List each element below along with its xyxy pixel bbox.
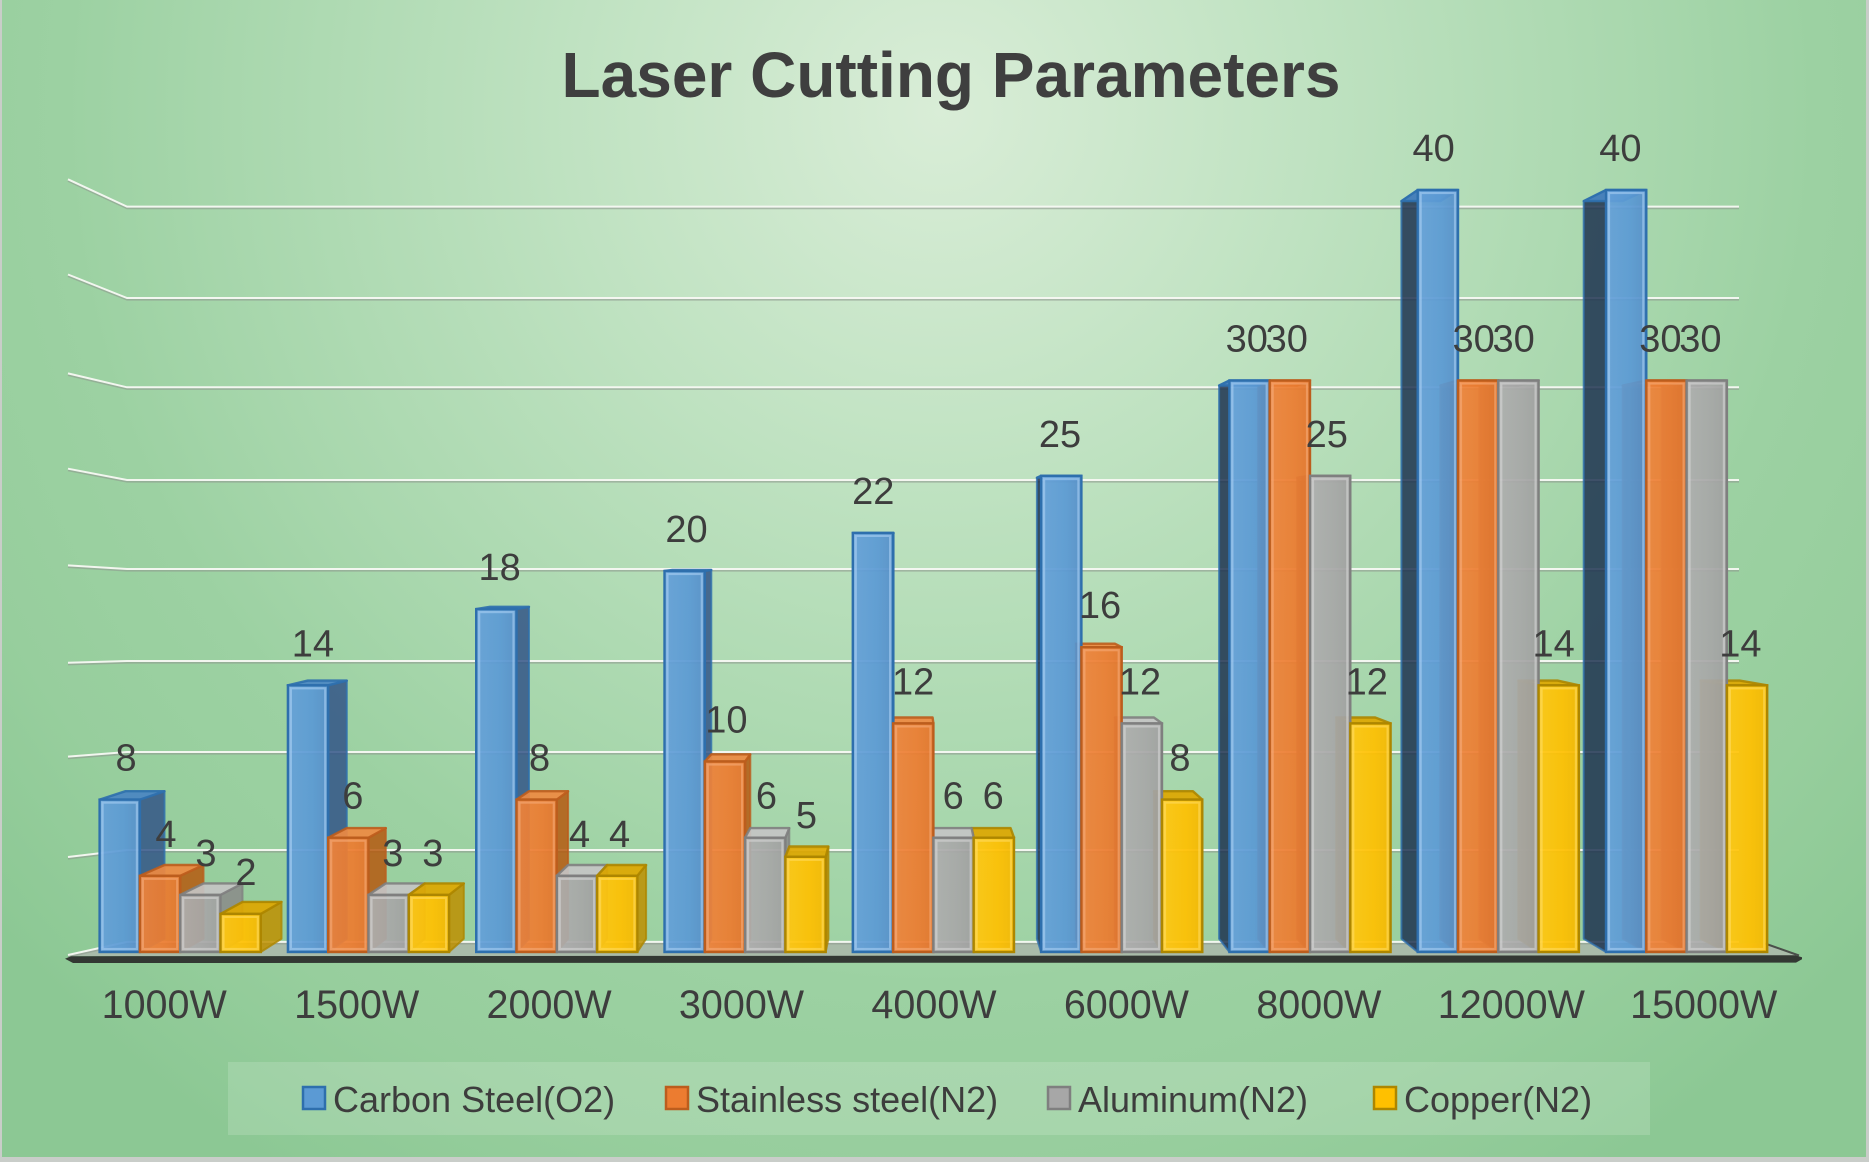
svg-text:2: 2 xyxy=(235,852,256,894)
svg-text:4000W: 4000W xyxy=(871,983,997,1027)
svg-text:Copper(N2): Copper(N2) xyxy=(1404,1079,1592,1120)
svg-text:12: 12 xyxy=(1346,661,1388,703)
svg-text:18: 18 xyxy=(479,547,521,589)
svg-text:4: 4 xyxy=(569,814,590,856)
svg-text:5: 5 xyxy=(796,795,817,837)
svg-text:4: 4 xyxy=(155,814,176,856)
svg-text:1500W: 1500W xyxy=(294,983,420,1027)
svg-text:30: 30 xyxy=(1226,319,1268,361)
svg-text:6000W: 6000W xyxy=(1064,983,1190,1027)
svg-text:25: 25 xyxy=(1306,414,1348,456)
svg-text:1000W: 1000W xyxy=(102,983,228,1027)
svg-text:4: 4 xyxy=(609,814,630,856)
svg-text:8000W: 8000W xyxy=(1256,983,1382,1027)
svg-text:8: 8 xyxy=(116,738,137,780)
svg-text:Aluminum(N2): Aluminum(N2) xyxy=(1078,1079,1308,1120)
svg-text:12: 12 xyxy=(892,661,934,703)
svg-text:8: 8 xyxy=(1169,738,1190,780)
svg-text:20: 20 xyxy=(665,509,707,551)
svg-text:3: 3 xyxy=(382,833,403,875)
svg-text:Stainless steel(N2): Stainless steel(N2) xyxy=(696,1079,998,1120)
svg-text:3: 3 xyxy=(422,833,443,875)
svg-text:3000W: 3000W xyxy=(679,983,805,1027)
svg-text:30: 30 xyxy=(1492,319,1534,361)
svg-text:Laser Cutting Parameters: Laser Cutting Parameters xyxy=(562,39,1341,111)
svg-text:6: 6 xyxy=(342,776,363,818)
svg-text:6: 6 xyxy=(943,776,964,818)
svg-text:22: 22 xyxy=(852,471,894,513)
svg-text:30: 30 xyxy=(1639,319,1681,361)
svg-text:6: 6 xyxy=(983,776,1004,818)
svg-text:12: 12 xyxy=(1119,661,1161,703)
svg-text:14: 14 xyxy=(1719,623,1761,665)
svg-text:Carbon Steel(O2): Carbon Steel(O2) xyxy=(333,1079,615,1120)
svg-text:40: 40 xyxy=(1412,128,1454,170)
svg-text:16: 16 xyxy=(1079,585,1121,627)
svg-text:25: 25 xyxy=(1039,414,1081,456)
svg-text:30: 30 xyxy=(1266,319,1308,361)
svg-text:15000W: 15000W xyxy=(1630,983,1778,1027)
svg-text:2000W: 2000W xyxy=(487,983,613,1027)
svg-text:12000W: 12000W xyxy=(1438,983,1586,1027)
svg-text:30: 30 xyxy=(1452,319,1494,361)
svg-text:10: 10 xyxy=(705,700,747,742)
svg-text:40: 40 xyxy=(1599,128,1641,170)
svg-text:14: 14 xyxy=(292,623,334,665)
svg-text:14: 14 xyxy=(1532,623,1574,665)
svg-text:8: 8 xyxy=(529,738,550,780)
svg-text:3: 3 xyxy=(195,833,216,875)
svg-text:6: 6 xyxy=(756,776,777,818)
svg-text:30: 30 xyxy=(1679,319,1721,361)
